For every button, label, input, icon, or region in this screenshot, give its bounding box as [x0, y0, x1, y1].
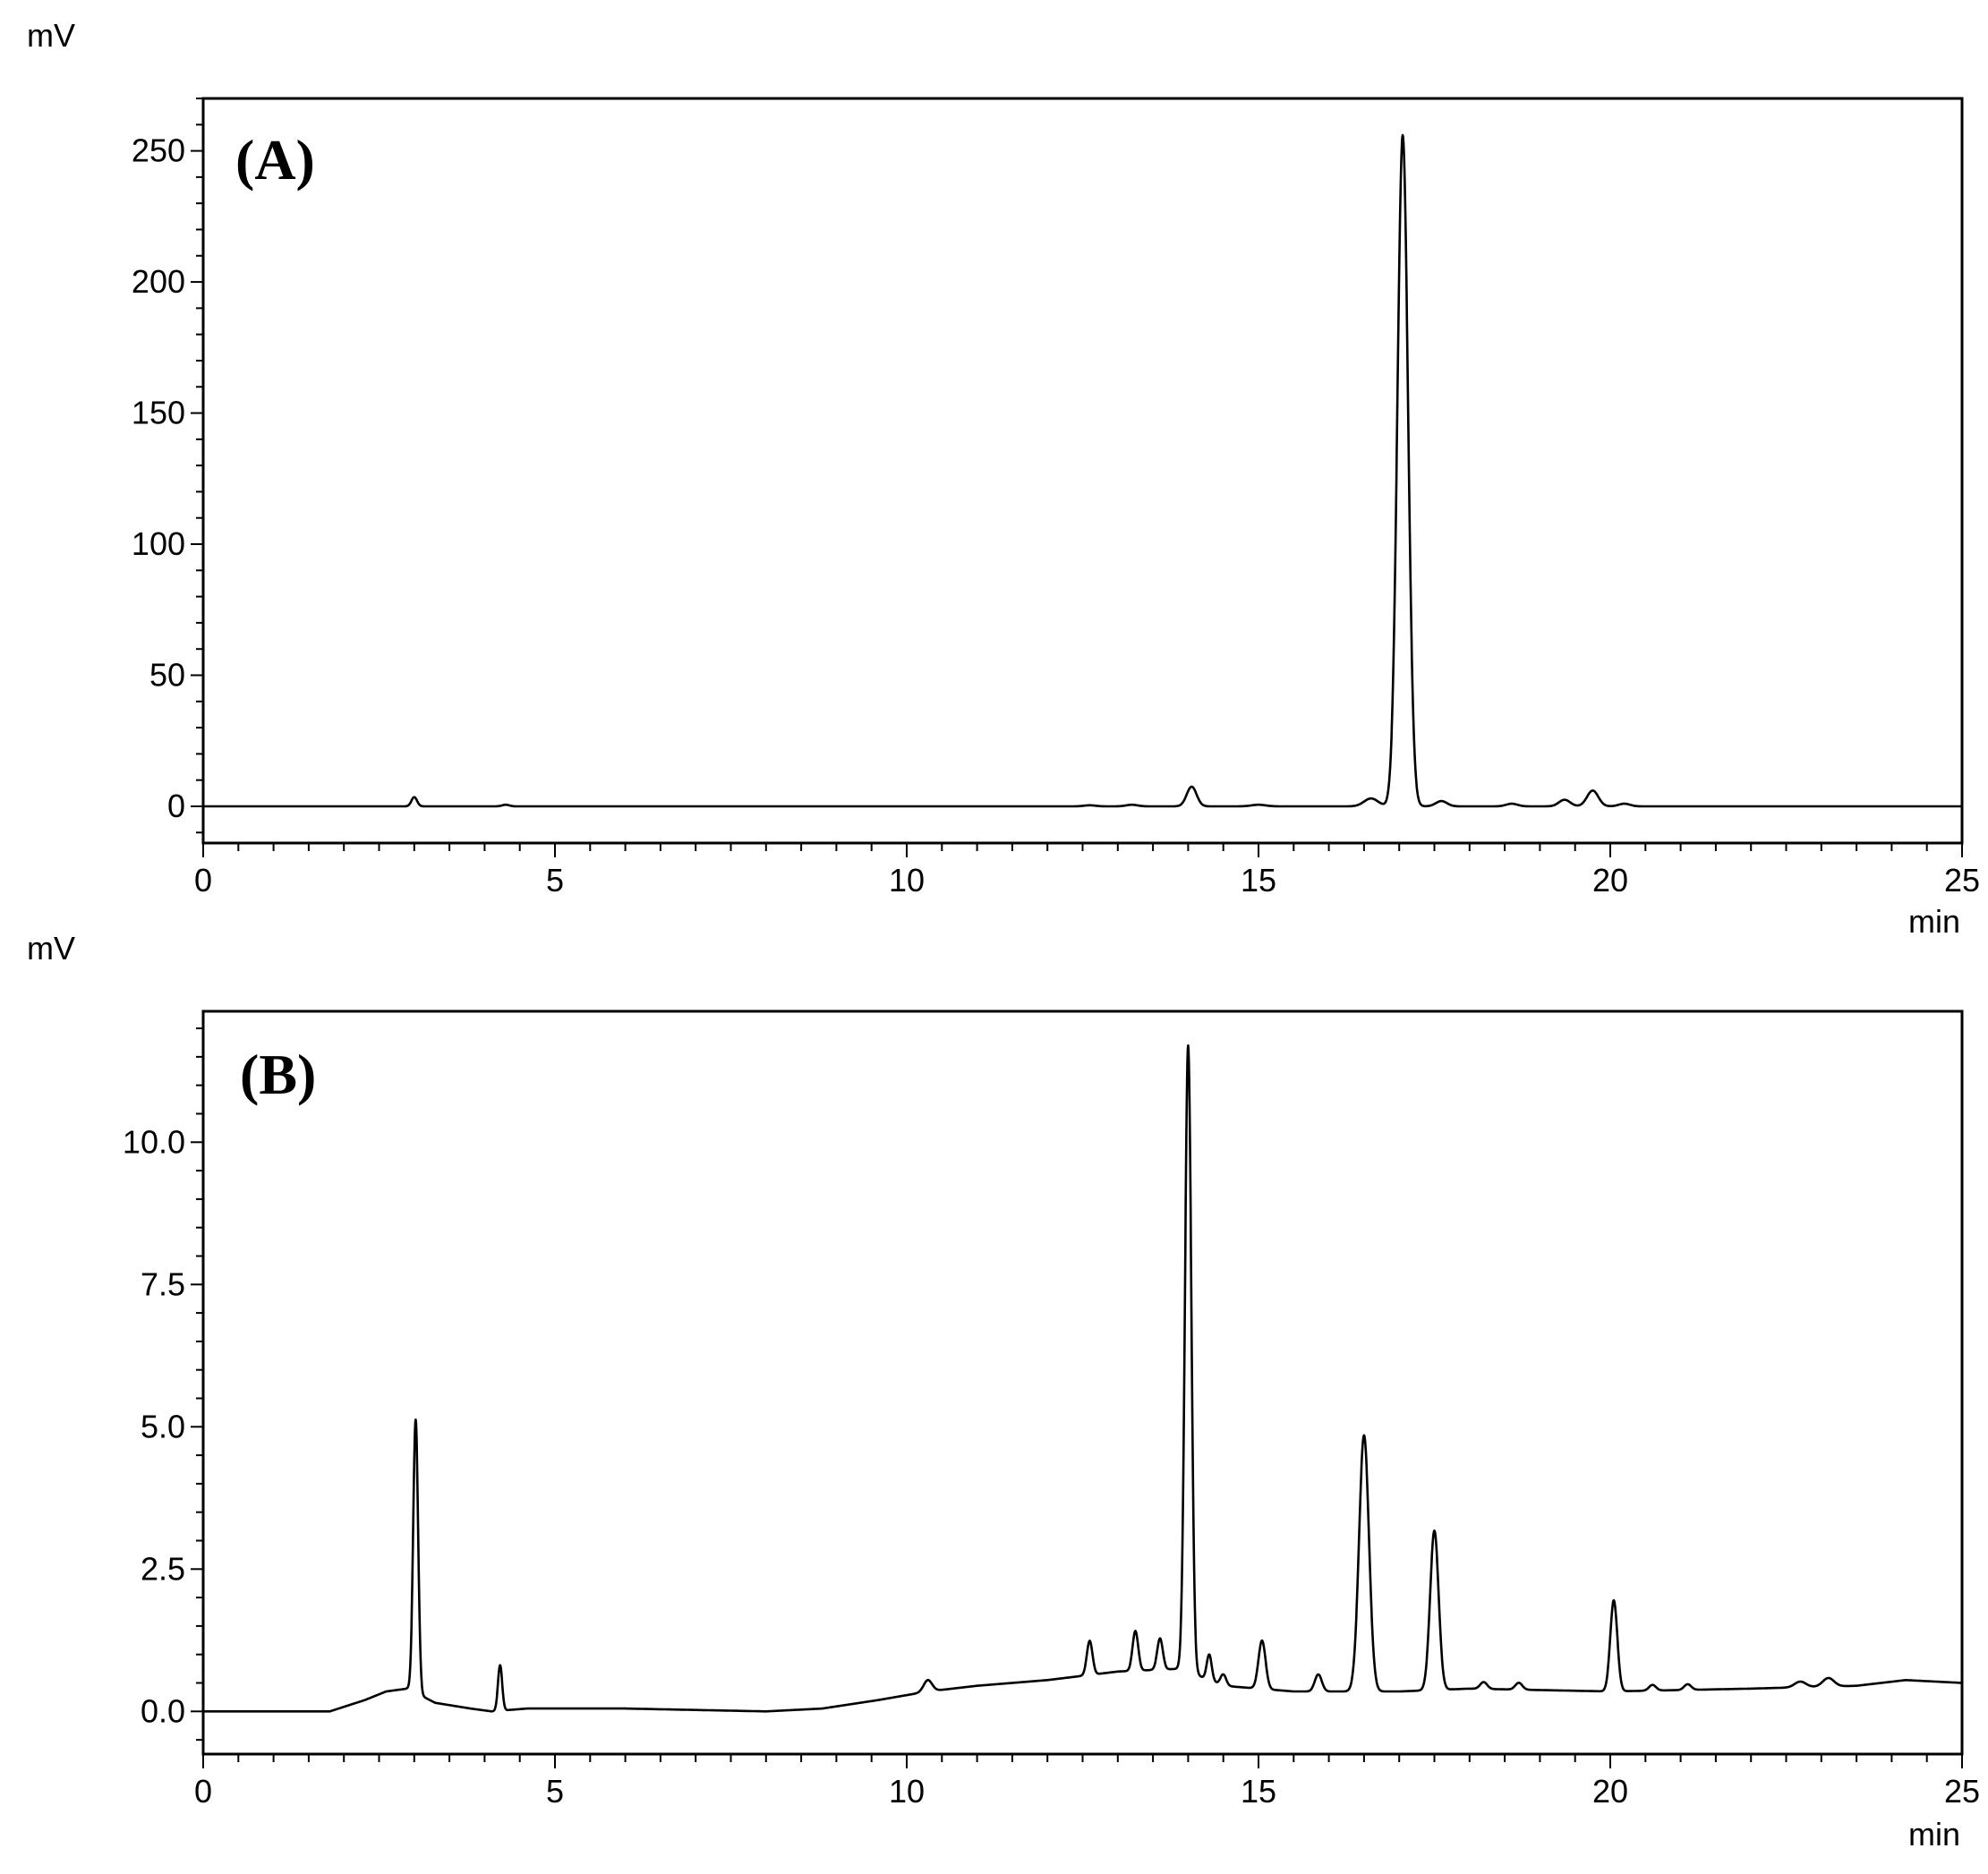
panel-b: mV 0.0 2.5 5.0 7.5 10.0 0 5 10 15 20 25 (B) min — [27, 930, 1980, 1853]
x-tick-label: 0 — [194, 862, 212, 899]
panel-a: mV 0 50 100 150 200 250 0 5 10 15 20 25 (A) min — [27, 17, 1980, 940]
y-tick-label: 7.5 — [141, 1265, 185, 1302]
panel-label-b: (B) — [240, 1043, 316, 1106]
y-tick-label: 5.0 — [141, 1408, 185, 1444]
x-tick-label: 10 — [889, 1773, 925, 1810]
trace-b — [202, 1043, 1963, 1713]
panel-label-a: (A) — [235, 128, 315, 192]
y-tick-label: 250 — [132, 132, 185, 169]
y-tick-label: 150 — [132, 395, 185, 431]
y-axis-label-b: mV — [27, 930, 75, 967]
x-tick-label: 15 — [1241, 862, 1276, 899]
x-tick-label: 5 — [546, 862, 564, 899]
x-tick-label: 0 — [194, 1773, 212, 1810]
x-axis-a: 0 5 10 15 20 25 — [194, 843, 1980, 899]
y-tick-label: 0.0 — [141, 1692, 185, 1729]
x-axis-label-a: min — [1908, 903, 1960, 940]
y-tick-label: 200 — [132, 263, 185, 300]
plot-frame-b — [201, 1009, 1964, 1756]
y-tick-label: 2.5 — [141, 1550, 185, 1587]
x-tick-label: 25 — [1944, 862, 1980, 899]
y-axis-label-a: mV — [27, 17, 75, 54]
plot-frame-a — [201, 97, 1964, 845]
x-axis-label-b: min — [1908, 1816, 1960, 1853]
y-tick-label: 100 — [132, 525, 185, 562]
x-tick-label: 20 — [1592, 1773, 1628, 1810]
x-tick-label: 5 — [546, 1773, 564, 1810]
trace-a — [202, 133, 1963, 808]
x-tick-label: 25 — [1944, 1773, 1980, 1810]
y-tick-label: 0 — [167, 788, 185, 824]
y-axis-b: 0.0 2.5 5.0 7.5 10.0 — [123, 1027, 203, 1742]
x-tick-label: 15 — [1241, 1773, 1276, 1810]
y-tick-label: 50 — [149, 657, 185, 694]
x-axis-b: 0 5 10 15 20 25 — [194, 1754, 1980, 1810]
x-tick-label: 10 — [889, 862, 925, 899]
x-tick-label: 20 — [1592, 862, 1628, 899]
y-tick-label: 10.0 — [123, 1123, 185, 1160]
y-axis-a: 0 50 100 150 200 250 — [132, 98, 203, 834]
